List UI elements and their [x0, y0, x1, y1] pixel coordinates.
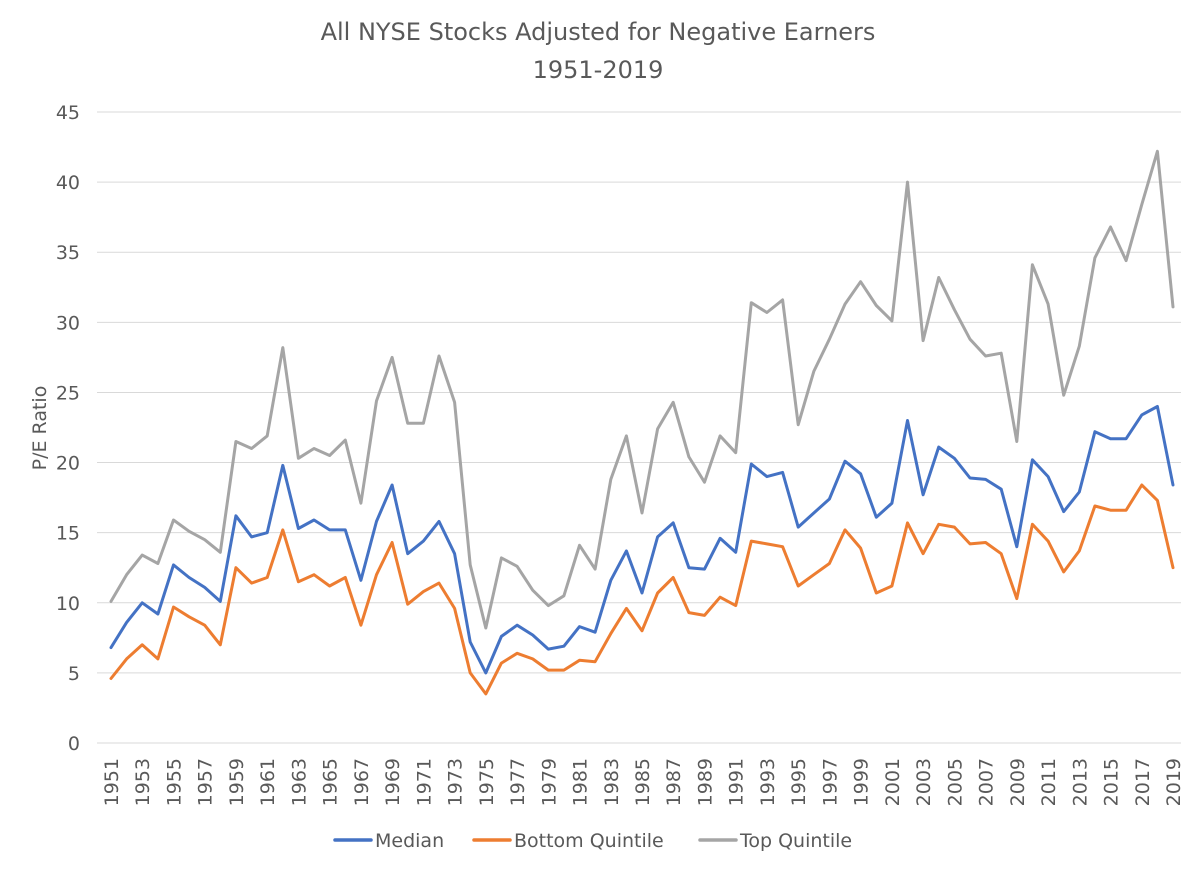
gridlines	[97, 111, 1181, 744]
x-tick-label: 1971	[413, 758, 435, 806]
x-tick-label: 2019	[1163, 758, 1185, 806]
y-axis-tick-labels: 0 5 10 15 20 25 30 35 40 45	[56, 102, 80, 755]
x-tick-label: 2009	[1007, 758, 1029, 806]
legend-label: Median	[375, 830, 444, 852]
x-tick-label: 1967	[351, 758, 373, 806]
x-tick-label: 1963	[288, 758, 310, 806]
y-tick-label: 25	[56, 382, 80, 404]
y-tick-label: 45	[56, 102, 80, 124]
x-tick-label: 1973	[445, 758, 467, 806]
x-tick-label: 1951	[101, 758, 123, 806]
x-tick-label: 2017	[1132, 758, 1154, 806]
x-tick-label: 1977	[507, 758, 529, 806]
y-tick-label: 10	[56, 593, 80, 615]
legend-label: Top Quintile	[739, 830, 852, 852]
x-tick-label: 1999	[851, 758, 873, 806]
x-tick-label: 1991	[726, 758, 748, 806]
x-tick-label: 2007	[976, 758, 998, 806]
series-line-top-quintile	[109, 149, 1175, 630]
x-tick-label: 1955	[163, 758, 185, 806]
y-tick-label: 20	[56, 453, 80, 475]
x-tick-label: 1997	[819, 758, 841, 806]
y-tick-label: 40	[56, 172, 80, 194]
chart-subtitle: 1951-2019	[533, 56, 664, 84]
x-tick-label: 2001	[882, 758, 904, 806]
y-axis-title: P/E Ratio	[29, 386, 51, 471]
x-tick-label: 2013	[1069, 758, 1091, 806]
x-tick-label: 1985	[632, 758, 654, 806]
x-tick-label: 1987	[663, 758, 685, 806]
x-tick-label: 2003	[913, 758, 935, 806]
legend-label: Bottom Quintile	[514, 830, 664, 852]
legend: Median Bottom Quintile Top Quintile	[333, 830, 852, 852]
chart-title: All NYSE Stocks Adjusted for Negative Ea…	[321, 18, 876, 46]
y-tick-label: 0	[68, 733, 80, 755]
series-line-median	[109, 405, 1175, 675]
y-tick-label: 5	[68, 663, 80, 685]
x-tick-label: 1983	[601, 758, 623, 806]
x-tick-label: 1953	[132, 758, 154, 806]
y-tick-label: 30	[56, 312, 80, 334]
x-tick-label: 1995	[788, 758, 810, 806]
x-tick-label: 1981	[570, 758, 592, 806]
x-tick-label: 1959	[226, 758, 248, 806]
series-line-bottom-quintile	[109, 483, 1175, 696]
x-tick-label: 1965	[320, 758, 342, 806]
x-tick-label: 1989	[694, 758, 716, 806]
x-tick-label: 2015	[1101, 758, 1123, 806]
x-tick-label: 1969	[382, 758, 404, 806]
x-axis-tick-labels: 1951 1953 1955 1957 1959 1961 1963 1965 1967 1969…	[101, 758, 1185, 806]
x-tick-label: 1975	[476, 758, 498, 806]
x-tick-label: 1961	[257, 758, 279, 806]
x-tick-label: 2005	[944, 758, 966, 806]
x-tick-label: 1979	[538, 758, 560, 806]
x-tick-label: 2011	[1038, 758, 1060, 806]
x-tick-label: 1993	[757, 758, 779, 806]
y-tick-label: 15	[56, 523, 80, 545]
y-tick-label: 35	[56, 242, 80, 264]
x-tick-label: 1957	[195, 758, 217, 806]
series-lines	[109, 149, 1175, 696]
